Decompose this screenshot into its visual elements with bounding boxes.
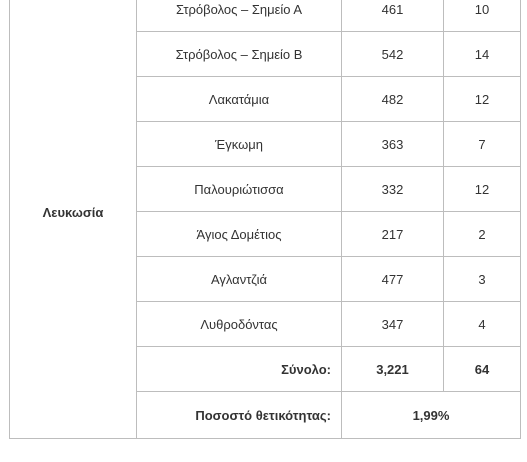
table-row: Παλουριώτισσα 332 12 xyxy=(10,166,521,212)
table-row: Έγκωμη 363 7 xyxy=(10,121,521,167)
value-b-cell: 10 xyxy=(443,0,521,32)
positivity-label: Ποσοστό θετικότητας: xyxy=(136,391,342,439)
point-cell: Λυθροδόντας xyxy=(136,301,342,347)
total-label: Σύνολο: xyxy=(136,346,342,392)
value-a-cell: 363 xyxy=(341,121,444,167)
value-b-cell: 3 xyxy=(443,256,521,302)
value-b-cell: 4 xyxy=(443,301,521,347)
table-row: Λακατάμια 482 12 xyxy=(10,76,521,122)
positivity-value: 1,99% xyxy=(341,391,521,439)
value-a-cell: 347 xyxy=(341,301,444,347)
table-row: Αγλαντζιά 477 3 xyxy=(10,256,521,302)
table-row: Στρόβολος – Σημείο Β 542 14 xyxy=(10,31,521,77)
point-cell: Αγλαντζιά xyxy=(136,256,342,302)
region-cell: Λευκωσία xyxy=(9,0,137,439)
table-row: Λυθροδόντας 347 4 xyxy=(10,301,521,347)
total-value-a: 3,221 xyxy=(341,346,444,392)
positivity-row: Ποσοστό θετικότητας: 1,99% xyxy=(10,391,521,439)
point-cell: Λακατάμια xyxy=(136,76,342,122)
value-b-cell: 12 xyxy=(443,76,521,122)
results-table: Λευκωσία Στρόβολος – Σημείο Α 461 10 Στρ… xyxy=(9,0,521,439)
point-cell: Στρόβολος – Σημείο Β xyxy=(136,31,342,77)
value-a-cell: 461 xyxy=(341,0,444,32)
value-b-cell: 14 xyxy=(443,31,521,77)
point-cell: Παλουριώτισσα xyxy=(136,166,342,212)
point-cell: Στρόβολος – Σημείο Α xyxy=(136,0,342,32)
value-a-cell: 332 xyxy=(341,166,444,212)
point-cell: Έγκωμη xyxy=(136,121,342,167)
value-b-cell: 12 xyxy=(443,166,521,212)
value-b-cell: 7 xyxy=(443,121,521,167)
table-row: Λευκωσία Στρόβολος – Σημείο Α 461 10 xyxy=(9,0,521,439)
point-cell: Άγιος Δομέτιος xyxy=(136,211,342,257)
value-a-cell: 217 xyxy=(341,211,444,257)
value-a-cell: 542 xyxy=(341,31,444,77)
total-row: Σύνολο: 3,221 64 xyxy=(10,346,521,392)
value-b-cell: 2 xyxy=(443,211,521,257)
value-a-cell: 477 xyxy=(341,256,444,302)
total-value-b: 64 xyxy=(443,346,521,392)
value-a-cell: 482 xyxy=(341,76,444,122)
